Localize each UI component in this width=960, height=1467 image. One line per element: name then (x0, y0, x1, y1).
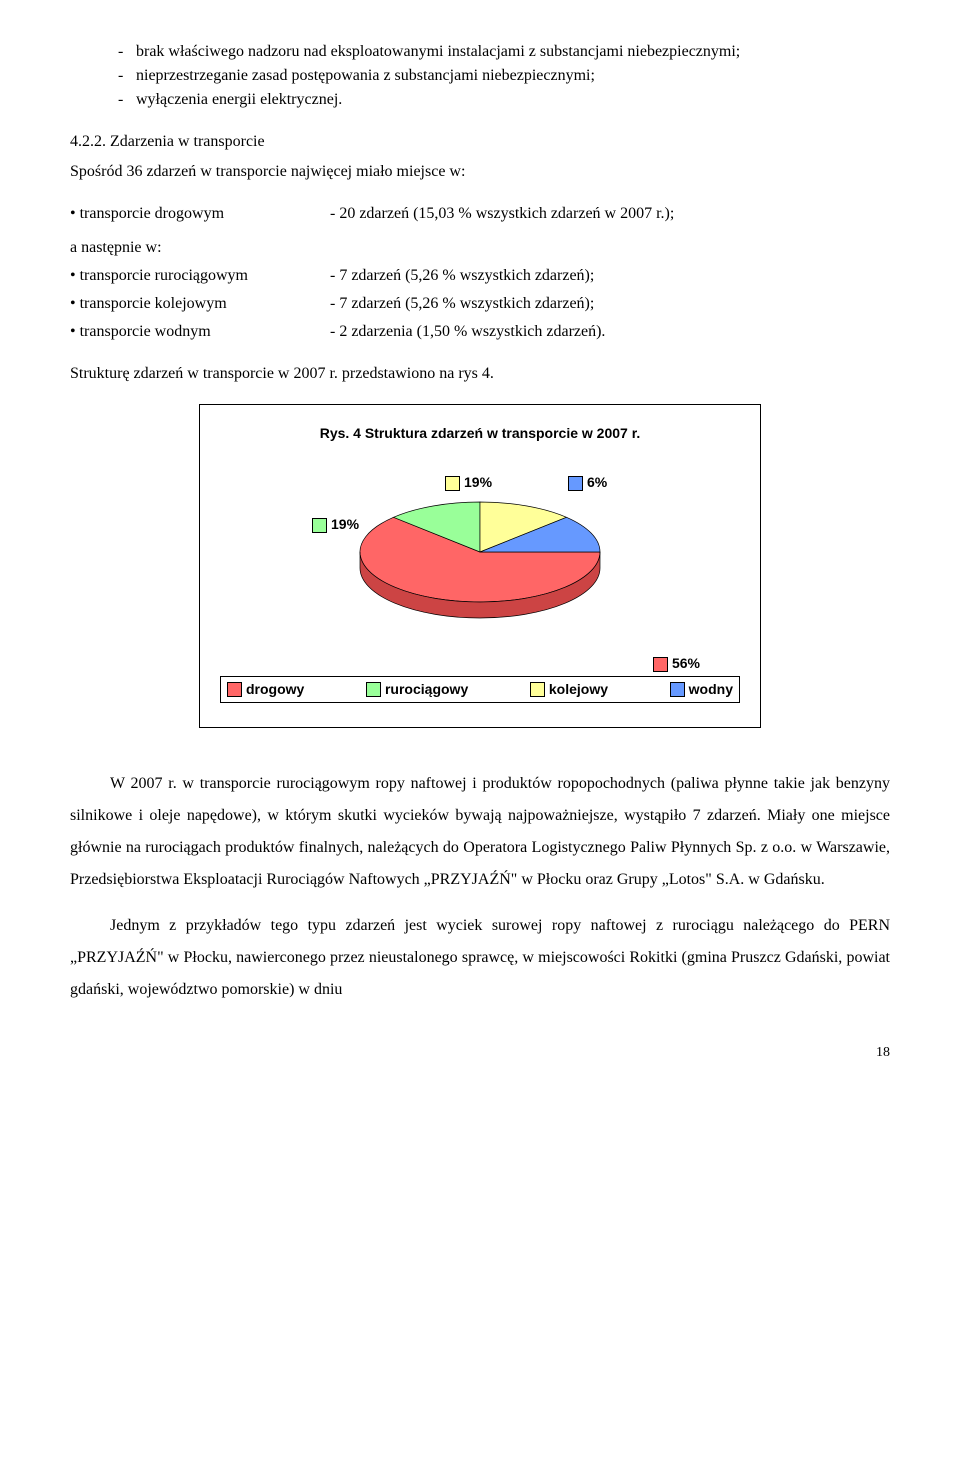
section-intro: Spośród 36 zdarzeń w transporcie najwięc… (70, 160, 890, 184)
legend-item: wodny (670, 679, 733, 700)
bullet-item: wyłączenia energii elektrycznej. (118, 88, 890, 112)
swatch-icon (530, 682, 545, 697)
transport-row: • transporcie drogowym - 20 zdarzeń (15,… (70, 202, 890, 226)
pct-text: 19% (464, 474, 492, 490)
legend-item: kolejowy (530, 679, 608, 700)
swatch-icon (445, 476, 460, 491)
transport-value: - 7 zdarzeń (5,26 % wszystkich zdarzeń); (330, 264, 890, 288)
transport-label: • transporcie wodnym (70, 320, 330, 344)
transport-label: • transporcie drogowym (70, 202, 330, 226)
swatch-icon (312, 518, 327, 533)
bullet-list: brak właściwego nadzoru nad eksploatowan… (70, 40, 890, 112)
swatch-icon (670, 682, 685, 697)
legend-label: kolejowy (549, 679, 608, 700)
legend-label: wodny (689, 679, 733, 700)
legend-label: drogowy (246, 679, 304, 700)
pct-label-56: 56% (653, 653, 700, 674)
pct-label-19a: 19% (312, 514, 359, 535)
pie-chart-icon (335, 472, 625, 632)
nastepnie-label: a następnie w: (70, 236, 890, 260)
transport-value: - 20 zdarzeń (15,03 % wszystkich zdarzeń… (330, 202, 890, 226)
transport-row: • transporcie wodnym - 2 zdarzenia (1,50… (70, 320, 890, 344)
chart-legend: drogowy rurociągowy kolejowy wodny (220, 676, 740, 703)
body-paragraph: W 2007 r. w transporcie rurociągowym rop… (70, 768, 890, 896)
transport-label: • transporcie rurociągowym (70, 264, 330, 288)
chart-container: Rys. 4 Struktura zdarzeń w transporcie w… (199, 404, 761, 728)
legend-item: drogowy (227, 679, 304, 700)
section-heading: 4.2.2. Zdarzenia w transporcie (70, 130, 890, 154)
figure-caption: Strukturę zdarzeń w transporcie w 2007 r… (70, 362, 890, 386)
pct-text: 56% (672, 655, 700, 671)
legend-item: rurociągowy (366, 679, 468, 700)
swatch-icon (366, 682, 381, 697)
pct-text: 19% (331, 516, 359, 532)
bullet-item: brak właściwego nadzoru nad eksploatowan… (118, 40, 890, 64)
page-number: 18 (70, 1042, 890, 1063)
chart-title: Rys. 4 Struktura zdarzeń w transporcie w… (220, 423, 740, 444)
swatch-icon (227, 682, 242, 697)
pct-label-6: 6% (568, 472, 607, 493)
body-paragraph: Jednym z przykładów tego typu zdarzeń je… (70, 910, 890, 1006)
transport-value: - 7 zdarzeń (5,26 % wszystkich zdarzeń); (330, 292, 890, 316)
transport-row: • transporcie rurociągowym - 7 zdarzeń (… (70, 264, 890, 288)
legend-label: rurociągowy (385, 679, 468, 700)
pct-label-19b: 19% (445, 472, 492, 493)
swatch-icon (568, 476, 583, 491)
transport-row: • transporcie kolejowym - 7 zdarzeń (5,2… (70, 292, 890, 316)
transport-label: • transporcie kolejowym (70, 292, 330, 316)
bullet-item: nieprzestrzeganie zasad postępowania z s… (118, 64, 890, 88)
transport-value: - 2 zdarzenia (1,50 % wszystkich zdarzeń… (330, 320, 890, 344)
swatch-icon (653, 657, 668, 672)
pct-text: 6% (587, 474, 607, 490)
